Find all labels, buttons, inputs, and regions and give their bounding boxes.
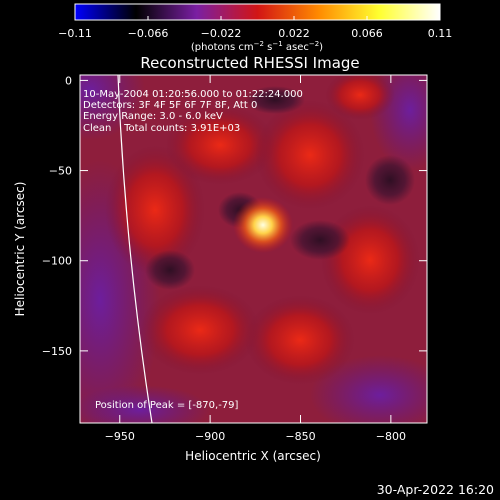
colorbar-ticks: −0.11 −0.066 −0.022 0.022 0.066 0.11 bbox=[58, 16, 452, 40]
colorbar-units: (photons cm−2 s−1 asec−2) bbox=[191, 40, 323, 53]
x-tick-label: −850 bbox=[285, 430, 315, 443]
plot-title: Reconstructed RHESSI Image bbox=[140, 54, 359, 72]
colorbar-gradient bbox=[74, 3, 441, 21]
colorbar-tick-label: 0.066 bbox=[351, 27, 383, 40]
plot-frame bbox=[79, 74, 428, 424]
y-axis-ticks: 0 −50 −100 −150 bbox=[42, 74, 427, 358]
y-tick-label: −150 bbox=[42, 345, 72, 358]
x-tick-label: −800 bbox=[376, 430, 406, 443]
y-axis-title: Heliocentric Y (arcsec) bbox=[13, 182, 27, 317]
y-tick-label: −100 bbox=[42, 255, 72, 268]
x-tick-label: −900 bbox=[195, 430, 225, 443]
rhessi-image bbox=[80, 75, 427, 423]
colorbar-tick-label: −0.022 bbox=[201, 27, 242, 40]
info-line-energy: Energy Range: 3.0 - 6.0 keV bbox=[83, 111, 223, 122]
flare-peak-source bbox=[233, 197, 293, 253]
colorbar: −0.11 −0.066 −0.022 0.022 0.066 0.11 (photons… bbox=[58, 3, 452, 53]
colorbar-tick-label: 0.11 bbox=[428, 27, 453, 40]
x-axis-ticks: −950 −900 −850 −800 bbox=[105, 75, 406, 443]
info-line-detectors: Detectors: 3F 4F 5F 6F 7F 8F, Att 0 bbox=[83, 100, 257, 111]
observation-info: 10-May-2004 01:20:56.000 to 01:22:24.000… bbox=[83, 89, 303, 134]
footer-timestamp: 30-Apr-2022 16:20 bbox=[377, 482, 494, 497]
x-tick-label: −950 bbox=[105, 430, 135, 443]
peak-position-label: Position of Peak = [-870,-79] bbox=[95, 400, 239, 411]
colorbar-tick-label: 0.022 bbox=[278, 27, 310, 40]
info-line-time: 10-May-2004 01:20:56.000 to 01:22:24.000 bbox=[83, 89, 303, 100]
solar-limb-curve bbox=[117, 75, 153, 423]
colorbar-tick-label: −0.11 bbox=[58, 27, 92, 40]
info-line-clean: Clean Total counts: 3.91E+03 bbox=[83, 123, 240, 134]
colorbar-tick-label: −0.066 bbox=[128, 27, 169, 40]
y-tick-label: −50 bbox=[49, 165, 72, 178]
x-axis-title: Heliocentric X (arcsec) bbox=[185, 449, 321, 463]
y-tick-label: 0 bbox=[65, 74, 72, 87]
